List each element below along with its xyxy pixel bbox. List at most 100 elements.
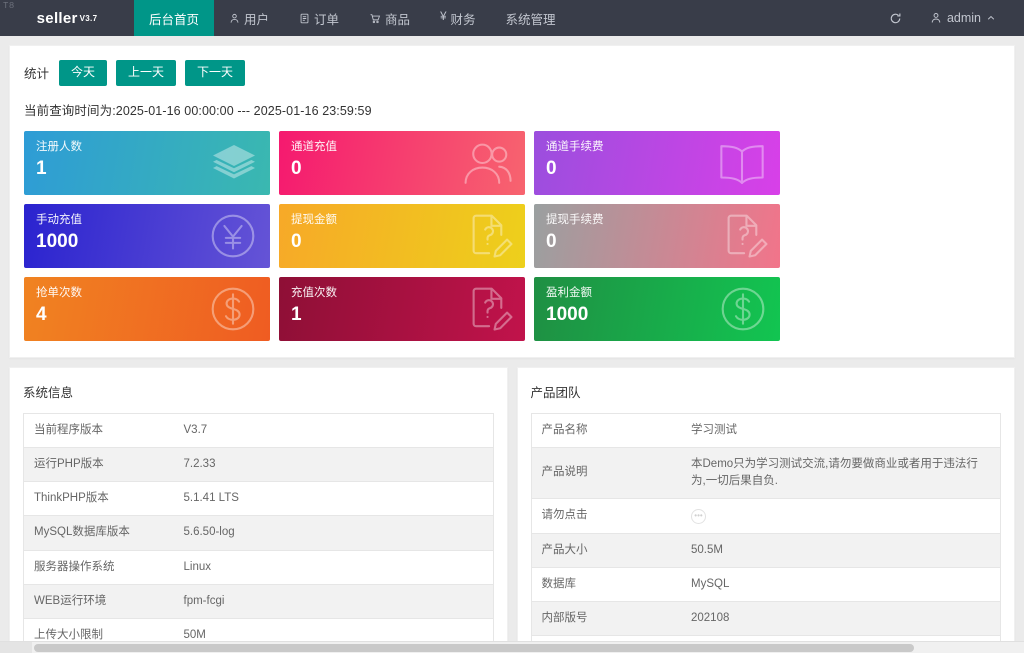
- nav-label-products: 商品: [385, 12, 411, 27]
- system-info-body: 当前程序版本 V3.7 运行PHP版本 7.2.33 ThinkPHP版本 5.1.41 …: [23, 413, 493, 653]
- row-key: 内部版号: [531, 601, 681, 637]
- product-team-title: 产品团队: [530, 385, 581, 400]
- book-icon: [716, 140, 768, 186]
- system-info-title: 系统信息: [23, 385, 74, 400]
- stat-card-grid: 注册人数 1 通道充值 0 通道手续费 0 手动充值 1000 提现金额 0 提现手续费 0 抢单次数 4…: [24, 130, 1000, 341]
- row-key: 产品大小: [531, 533, 681, 568]
- refresh-icon: [889, 12, 902, 25]
- stat-card-value: 0: [291, 231, 302, 253]
- circle-dots-icon[interactable]: •••: [691, 508, 706, 524]
- logo-text: seller: [36, 9, 78, 27]
- stat-card-title: 充值次数: [291, 286, 337, 299]
- app-logo[interactable]: seller V3.7: [0, 0, 134, 36]
- table-row: 产品说明 本Demo只为学习测试交流,请勿要做商业或者用于违法行为,一切后果自负.: [531, 447, 1001, 500]
- nav-label-dashboard: 后台首页: [149, 12, 200, 27]
- lower-panels: 系统信息 当前程序版本 V3.7 运行PHP版本 7.2.33 ThinkPHP版本 5.…: [9, 366, 1015, 653]
- table-row: 请勿点击 •••: [531, 498, 1001, 534]
- table-row: ThinkPHP版本 5.1.41 LTS: [23, 481, 493, 517]
- row-value: Linux: [173, 550, 493, 585]
- nav-label-orders: 订单: [314, 12, 340, 27]
- previous-day-button[interactable]: 上一天: [116, 60, 177, 86]
- nav-item-dashboard[interactable]: 后台首页: [134, 0, 215, 36]
- stat-card-value: 0: [546, 158, 557, 180]
- table-row: MySQL数据库版本 5.6.50-log: [23, 515, 493, 551]
- nav-label-system: 系统管理: [505, 12, 556, 27]
- system-info-panel: 系统信息 当前程序版本 V3.7 运行PHP版本 7.2.33 ThinkPHP版本 5.…: [9, 366, 508, 653]
- window-corner-tag: T8: [3, 1, 15, 11]
- scrollbar-thumb[interactable]: [34, 644, 914, 652]
- top-header: T8 seller V3.7 后台首页 用户: [0, 0, 1024, 36]
- stat-card-value: 0: [546, 231, 557, 253]
- table-row: 产品大小 50.5M: [531, 533, 1001, 568]
- nav-item-products[interactable]: 商品: [354, 0, 425, 36]
- statistics-panel: 统计 今天 上一天 下一天 当前查询时间为:2025-01-16 00:00:0…: [9, 45, 1015, 358]
- stat-card[interactable]: 抢单次数 4: [24, 276, 270, 341]
- dollar-icon: [208, 284, 258, 334]
- stat-card-value: 4: [36, 304, 47, 326]
- nav-item-system[interactable]: 系统管理: [490, 0, 570, 36]
- product-team-panel: 产品团队 产品名称 学习测试 产品说明 本Demo只为学习测试交流,请勿要做商业或者用…: [516, 366, 1015, 653]
- row-value: V3.7: [173, 413, 493, 448]
- scrollbar-corner: [0, 642, 32, 653]
- stat-card[interactable]: 充值次数 1: [279, 276, 525, 341]
- logo-version: V3.7: [79, 13, 98, 23]
- stat-card[interactable]: 提现金额 0: [279, 203, 525, 268]
- row-value: fpm-fcgi: [173, 584, 493, 620]
- avatar-icon: [930, 12, 942, 24]
- row-key: 产品名称: [531, 413, 681, 448]
- system-info-table: 当前程序版本 V3.7 运行PHP版本 7.2.33 ThinkPHP版本 5.1.41 …: [23, 412, 494, 653]
- table-row: 运行PHP版本 7.2.33: [23, 447, 493, 483]
- note-edit-icon: [463, 211, 513, 261]
- today-button[interactable]: 今天: [59, 60, 108, 86]
- stat-card-title: 盈利金额: [546, 286, 592, 299]
- stat-card[interactable]: 手动充值 1000: [24, 203, 270, 268]
- row-value: MySQL: [681, 567, 1001, 603]
- row-key: 数据库: [531, 567, 681, 603]
- horizontal-scrollbar[interactable]: [0, 641, 1024, 653]
- nav-label-finance: 财务: [450, 12, 476, 27]
- row-value: 202108: [681, 601, 1001, 637]
- row-value: •••: [681, 498, 1001, 534]
- nav-label-users: 用户: [244, 12, 270, 27]
- stat-card-value: 1: [36, 158, 47, 180]
- row-key: ThinkPHP版本: [23, 481, 174, 517]
- row-key: WEB运行环境: [23, 584, 174, 620]
- stat-card[interactable]: 注册人数 1: [24, 130, 270, 195]
- row-key: 产品说明: [531, 447, 681, 500]
- document-icon: [299, 13, 310, 24]
- next-day-button[interactable]: 下一天: [185, 60, 246, 86]
- stat-card-title: 通道手续费: [546, 140, 604, 153]
- stat-card[interactable]: 提现手续费 0: [534, 203, 780, 268]
- nav-item-users[interactable]: 用户: [214, 0, 284, 36]
- row-value: 50.5M: [681, 533, 1001, 568]
- page-content: 统计 今天 上一天 下一天 当前查询时间为:2025-01-16 00:00:0…: [0, 36, 1024, 653]
- table-row: 当前程序版本 V3.7: [23, 413, 493, 448]
- layers-icon: [210, 139, 258, 187]
- yen-circle-icon: [208, 211, 258, 261]
- stat-card-value: 1000: [36, 231, 79, 253]
- stat-card-title: 提现手续费: [546, 213, 604, 226]
- note-edit-icon: [718, 211, 768, 261]
- refresh-button[interactable]: [875, 0, 916, 36]
- stat-card-title: 注册人数: [36, 140, 82, 153]
- table-row: 内部版号 202108: [531, 601, 1001, 637]
- table-row: 产品名称 学习测试: [531, 413, 1001, 448]
- chevron-up-icon: [986, 13, 996, 23]
- row-key: MySQL数据库版本: [23, 515, 174, 551]
- main-nav: 后台首页 用户 订单: [134, 0, 571, 36]
- stat-card[interactable]: 通道充值 0: [279, 130, 525, 195]
- product-team-body: 产品名称 学习测试 产品说明 本Demo只为学习测试交流,请勿要做商业或者用于违法行为…: [531, 413, 1001, 653]
- stat-card-title: 提现金额: [291, 213, 337, 226]
- row-value: 本Demo只为学习测试交流,请勿要做商业或者用于违法行为,一切后果自负.: [681, 447, 1001, 500]
- stat-card[interactable]: 通道手续费 0: [534, 130, 780, 195]
- users-icon: [461, 138, 513, 188]
- stat-card-title: 通道充值: [291, 140, 337, 153]
- nav-item-finance[interactable]: ¥ 财务: [425, 0, 490, 36]
- user-name-label: admin: [946, 11, 981, 25]
- stat-card[interactable]: 盈利金额 1000: [534, 276, 780, 341]
- user-menu-button[interactable]: admin: [916, 0, 1010, 36]
- nav-item-orders[interactable]: 订单: [284, 0, 354, 36]
- stat-card-value: 1000: [546, 304, 589, 326]
- row-key: 当前程序版本: [23, 413, 174, 448]
